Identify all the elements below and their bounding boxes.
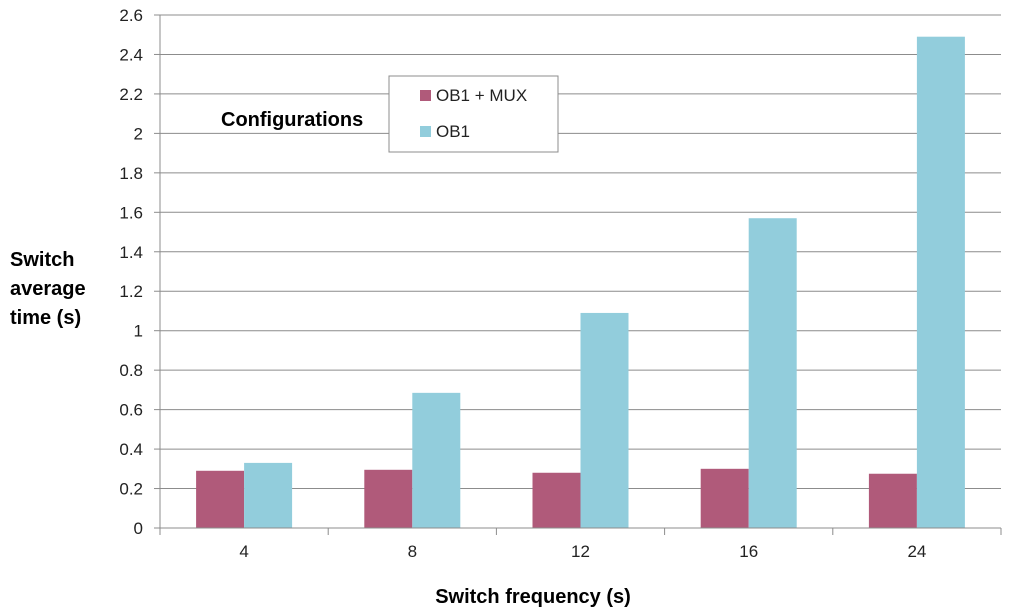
bars <box>196 36 965 528</box>
bar-ob1-mux-16 <box>700 468 749 528</box>
x-axis-title: Switch frequency (s) <box>435 586 631 608</box>
y-tick-label: 0.2 <box>119 480 143 499</box>
legend-box <box>388 75 559 153</box>
y-tick-label: 1.4 <box>119 243 143 262</box>
x-tick-label: 16 <box>739 542 758 561</box>
bar-ob1-4 <box>244 462 293 528</box>
y-tick-labels: 0 0.2 0.4 0.6 0.8 1 1.2 1.4 1.6 1.8 2 2.2 2.4 2.6 <box>119 6 143 538</box>
y-tick-label: 0 <box>134 519 143 538</box>
legend-swatch-ob1 <box>420 126 431 137</box>
bar-ob1-mux-8 <box>364 469 413 528</box>
y-tick-label: 2 <box>134 124 143 143</box>
y-axis-title-line-3: time (s) <box>10 307 81 329</box>
y-tick-label: 0.6 <box>119 401 143 420</box>
bar-ob1-mux-12 <box>532 472 581 528</box>
x-tick-label: 24 <box>907 542 926 561</box>
bar-ob1-mux-24 <box>868 473 917 528</box>
bar-ob1-8 <box>412 392 461 528</box>
y-tick-label: 2.6 <box>119 6 143 25</box>
x-tick-label: 8 <box>408 542 417 561</box>
y-tick-label: 2.2 <box>119 85 143 104</box>
legend-label-ob1: OB1 <box>436 122 470 141</box>
x-tick-label: 4 <box>239 542 248 561</box>
x-tick-label: 12 <box>571 542 590 561</box>
y-tick-label: 0.8 <box>119 361 143 380</box>
x-tick-labels: 4 8 12 16 24 <box>239 542 926 561</box>
y-tick-label: 1.8 <box>119 164 143 183</box>
legend-swatch-ob1-mux <box>420 90 431 101</box>
bar-ob1-16 <box>748 218 797 528</box>
gridlines <box>154 14 1001 529</box>
y-tick-label: 1 <box>134 322 143 341</box>
legend: OB1 + MUX OB1 <box>388 75 559 153</box>
y-tick-label: 1.2 <box>119 282 143 301</box>
y-axis-title-line-1: Switch <box>10 249 74 271</box>
axes <box>159 15 1002 535</box>
y-tick-label: 1.6 <box>119 203 143 222</box>
bar-ob1-mux-4 <box>196 470 245 528</box>
y-axis-title-line-2: average <box>10 278 86 300</box>
bar-ob1-12 <box>580 312 629 528</box>
y-tick-label: 0.4 <box>119 440 143 459</box>
bar-ob1-24 <box>916 36 965 528</box>
legend-title: Configurations <box>221 109 363 131</box>
legend-label-ob1-mux: OB1 + MUX <box>436 86 527 105</box>
y-tick-label: 2.4 <box>119 45 143 64</box>
